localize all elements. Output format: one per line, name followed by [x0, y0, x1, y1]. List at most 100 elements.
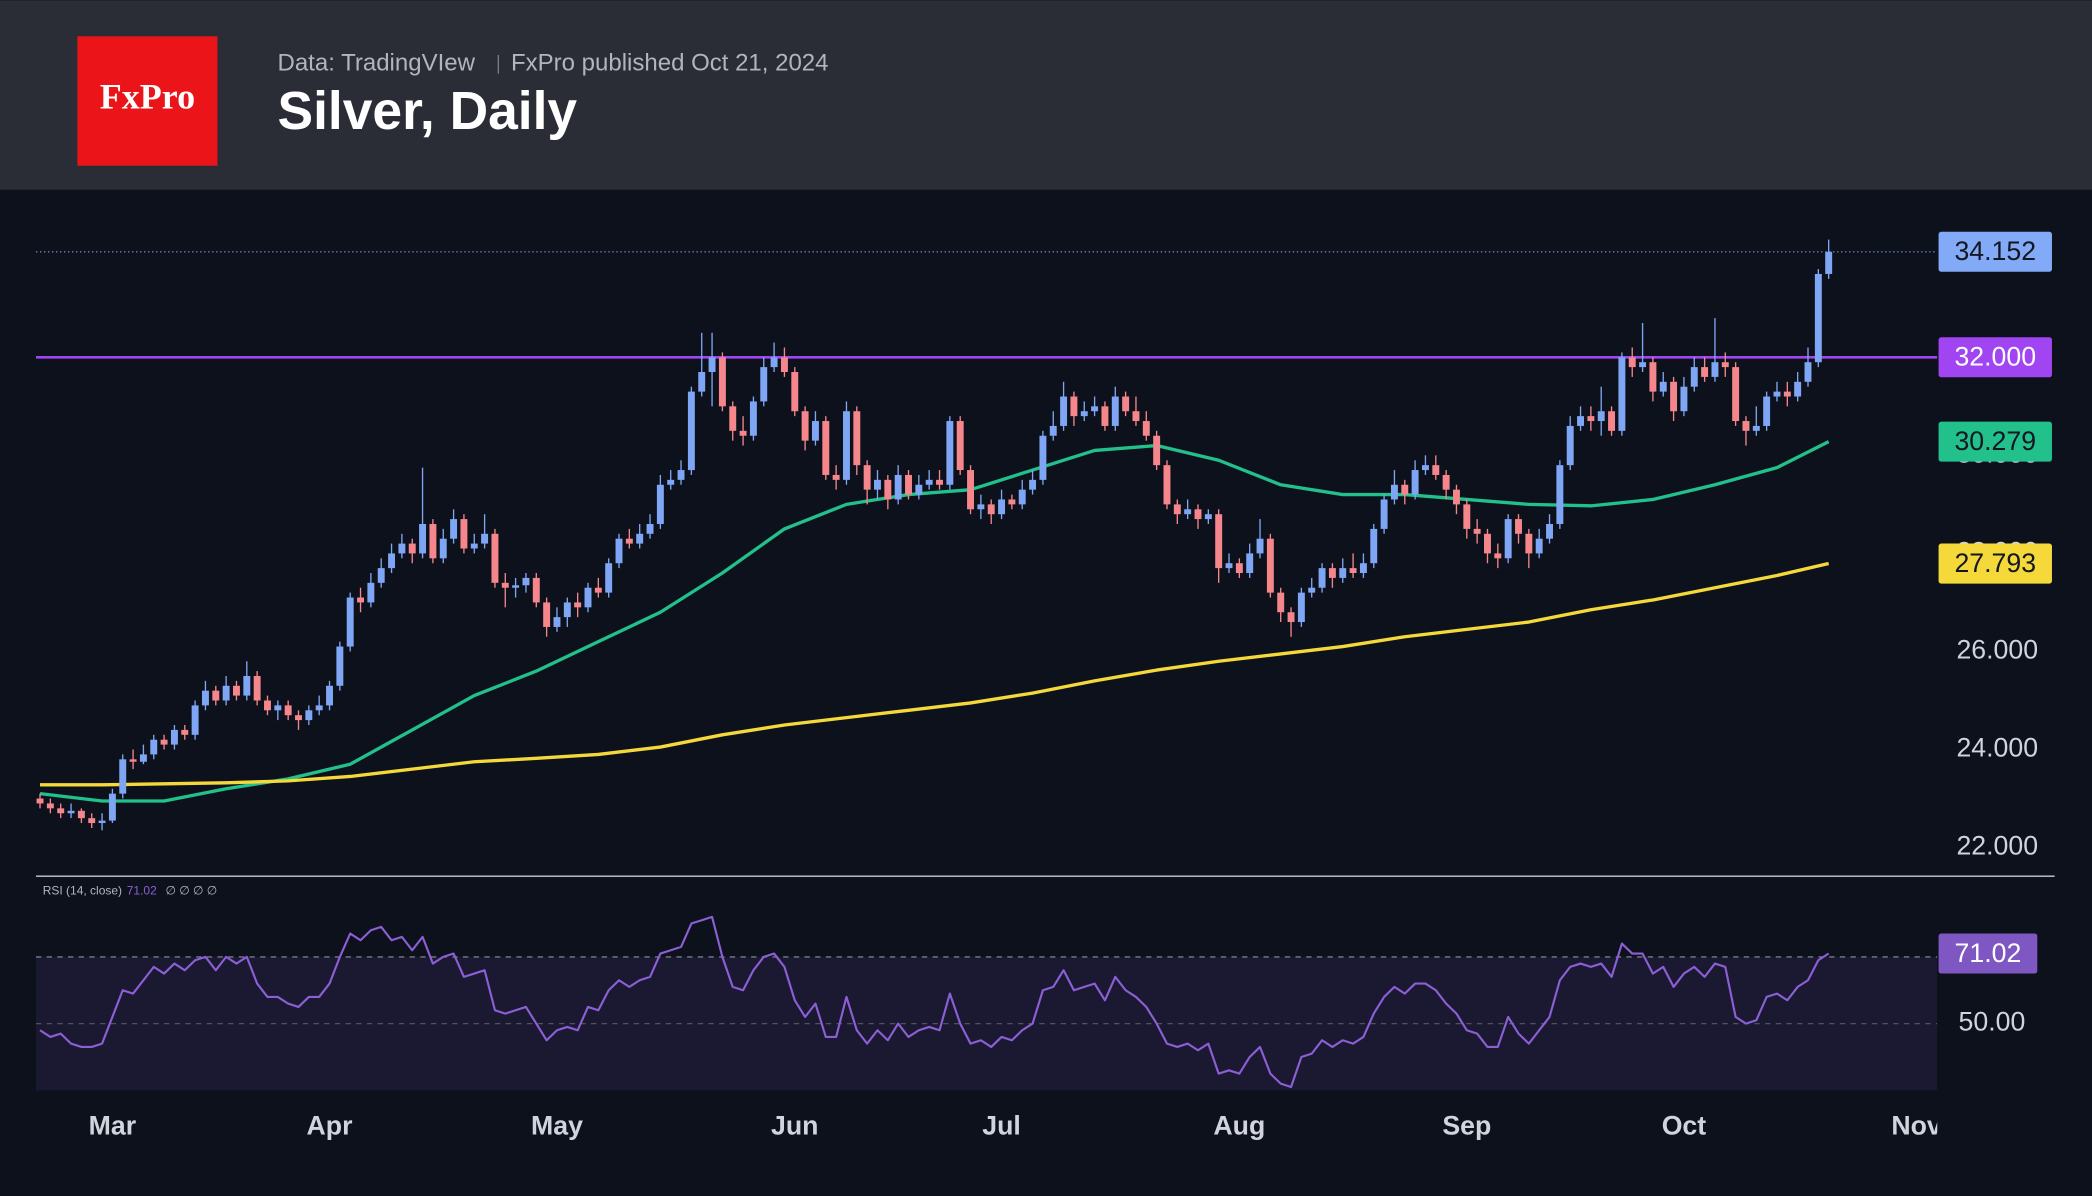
x-tick-label: Jun	[771, 1111, 818, 1141]
candle-body	[842, 411, 850, 480]
candle-body	[1608, 411, 1616, 431]
candle-body	[1670, 381, 1678, 412]
candle-body	[905, 474, 912, 495]
price-tag-label: 30.279	[1954, 426, 2036, 456]
candle-body	[336, 646, 344, 686]
candle-body	[1432, 465, 1440, 475]
candle-body	[305, 710, 313, 721]
title: Silver, Daily	[278, 82, 578, 141]
candle-body	[522, 577, 530, 586]
candle-body	[1484, 533, 1491, 554]
candle-body	[1535, 538, 1543, 554]
price-tag	[1938, 421, 2052, 462]
candle-body	[398, 543, 406, 554]
candle-body	[139, 754, 147, 762]
candle-body	[1163, 465, 1171, 505]
candle-body	[936, 479, 943, 485]
level-tag	[1938, 337, 2052, 378]
candle-body	[977, 504, 985, 510]
candle-body	[36, 798, 44, 804]
candle-body	[998, 499, 1006, 515]
price-pane	[36, 239, 1938, 831]
candle-body	[687, 391, 695, 471]
candle-body	[315, 705, 323, 711]
candle-body	[1122, 396, 1130, 412]
price-tag	[1938, 231, 2052, 272]
candle-body	[1359, 563, 1367, 574]
price-tag-label: 34.152	[1954, 236, 2036, 266]
candle-body	[563, 602, 571, 618]
candle-body	[1328, 568, 1336, 578]
level-tag-label: 32.000	[1954, 342, 2036, 372]
candle-body	[439, 538, 447, 559]
candle-body	[718, 357, 726, 407]
candle-body	[119, 759, 127, 794]
candle-body	[1018, 489, 1026, 505]
price-axis: 22.00024.00026.00028.00030.00032.00030.2…	[43, 231, 2052, 1037]
candle-body	[811, 421, 819, 441]
candle-body	[1349, 568, 1357, 574]
candle-body	[1442, 474, 1450, 490]
candle-body	[1401, 484, 1409, 495]
candle-body	[1546, 523, 1553, 539]
candle-body	[98, 820, 106, 824]
candle-body	[801, 411, 809, 441]
x-tick-label: Jul	[982, 1111, 1021, 1141]
candle-body	[543, 602, 551, 627]
candle-body	[1194, 509, 1202, 520]
candle-body	[357, 597, 365, 603]
candle-body	[553, 617, 561, 627]
candle-body	[532, 577, 540, 603]
moving-average	[40, 561, 1830, 787]
candle-body	[780, 357, 788, 373]
candle-body	[1825, 251, 1833, 274]
candle-body	[1339, 568, 1347, 578]
candle-body	[1628, 357, 1636, 368]
candle-body	[1814, 273, 1822, 363]
candle-body	[1649, 362, 1657, 392]
logo-box	[77, 36, 218, 166]
y-tick-label: 50.00	[1959, 1007, 2026, 1037]
candle-body	[1101, 406, 1109, 426]
candle-body	[625, 538, 633, 544]
x-tick-label: Oct	[1662, 1111, 1707, 1141]
candle-body	[1721, 362, 1729, 368]
candle-body	[501, 582, 509, 588]
candle-body	[956, 421, 964, 471]
price-tag	[1938, 543, 2052, 584]
candle-body	[181, 729, 189, 735]
candle-body	[770, 357, 778, 368]
candle-body	[88, 818, 96, 824]
candle-body	[1153, 435, 1161, 466]
x-tick-label: Nov	[1891, 1111, 1942, 1141]
candle-body	[1494, 553, 1502, 559]
candle-body	[1060, 396, 1068, 426]
candle-body	[1618, 357, 1626, 431]
candle-body	[594, 587, 602, 593]
candle-body	[1318, 568, 1326, 588]
candle-body	[191, 705, 199, 735]
candle-body	[1256, 538, 1264, 554]
x-tick-label: Mar	[89, 1111, 136, 1141]
candle-body	[863, 465, 871, 490]
candle-body	[232, 685, 240, 696]
candle-body	[160, 739, 168, 745]
candle-body	[1783, 391, 1791, 397]
candle-body	[1659, 381, 1667, 392]
candle-body	[108, 793, 116, 821]
candle-body	[408, 543, 416, 554]
candle-body	[1711, 362, 1719, 377]
candle-body	[1142, 421, 1150, 436]
price-tag-label: 27.793	[1954, 548, 2036, 578]
candle-body	[656, 484, 664, 524]
y-tick-label: 24.000	[1956, 733, 2038, 763]
candle-body	[967, 470, 975, 510]
candle-body	[874, 479, 881, 490]
candle-body	[1008, 499, 1016, 505]
candle-body	[1029, 479, 1037, 490]
candle-body	[1773, 391, 1781, 397]
candle-body	[243, 675, 251, 696]
x-tick-label: Apr	[307, 1111, 353, 1141]
candle-body	[491, 533, 499, 583]
